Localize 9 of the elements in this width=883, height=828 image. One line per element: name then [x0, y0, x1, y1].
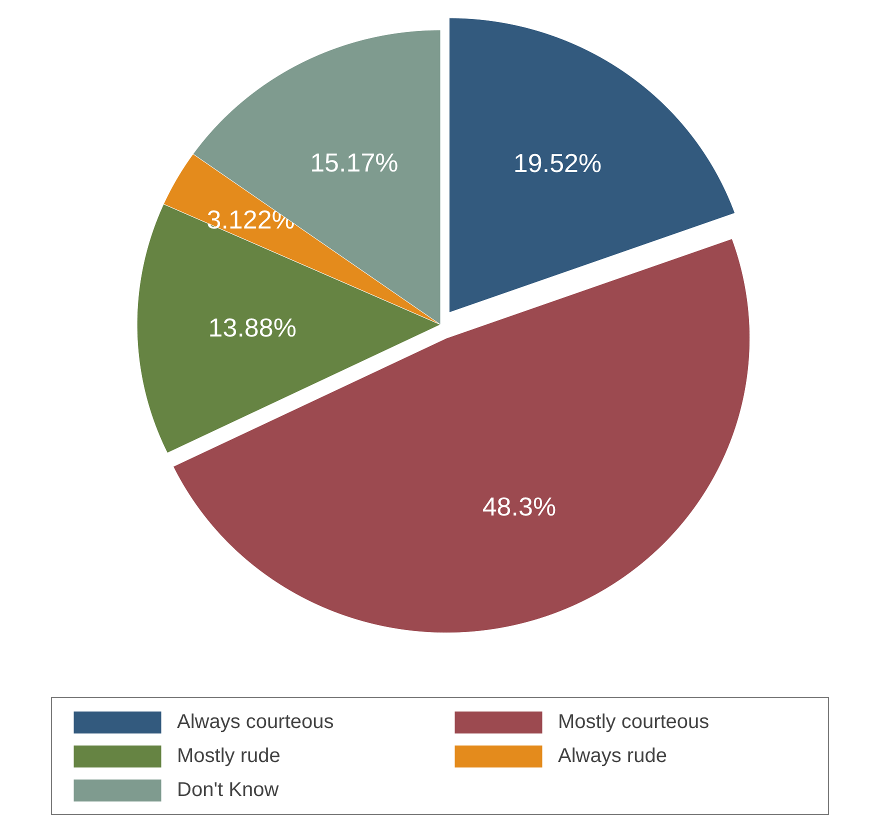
data-label: 48.3%	[482, 492, 556, 522]
legend-label: Always courteous	[177, 710, 335, 734]
data-label: 13.88%	[208, 312, 296, 342]
legend-label: Mostly courteous	[558, 710, 710, 734]
legend-label: Don't Know	[177, 778, 280, 802]
data-label: 15.17%	[310, 147, 398, 178]
legend-label: Mostly rude	[177, 744, 282, 768]
legend-label: Always rude	[558, 744, 668, 768]
data-label: 19.52%	[513, 148, 602, 178]
